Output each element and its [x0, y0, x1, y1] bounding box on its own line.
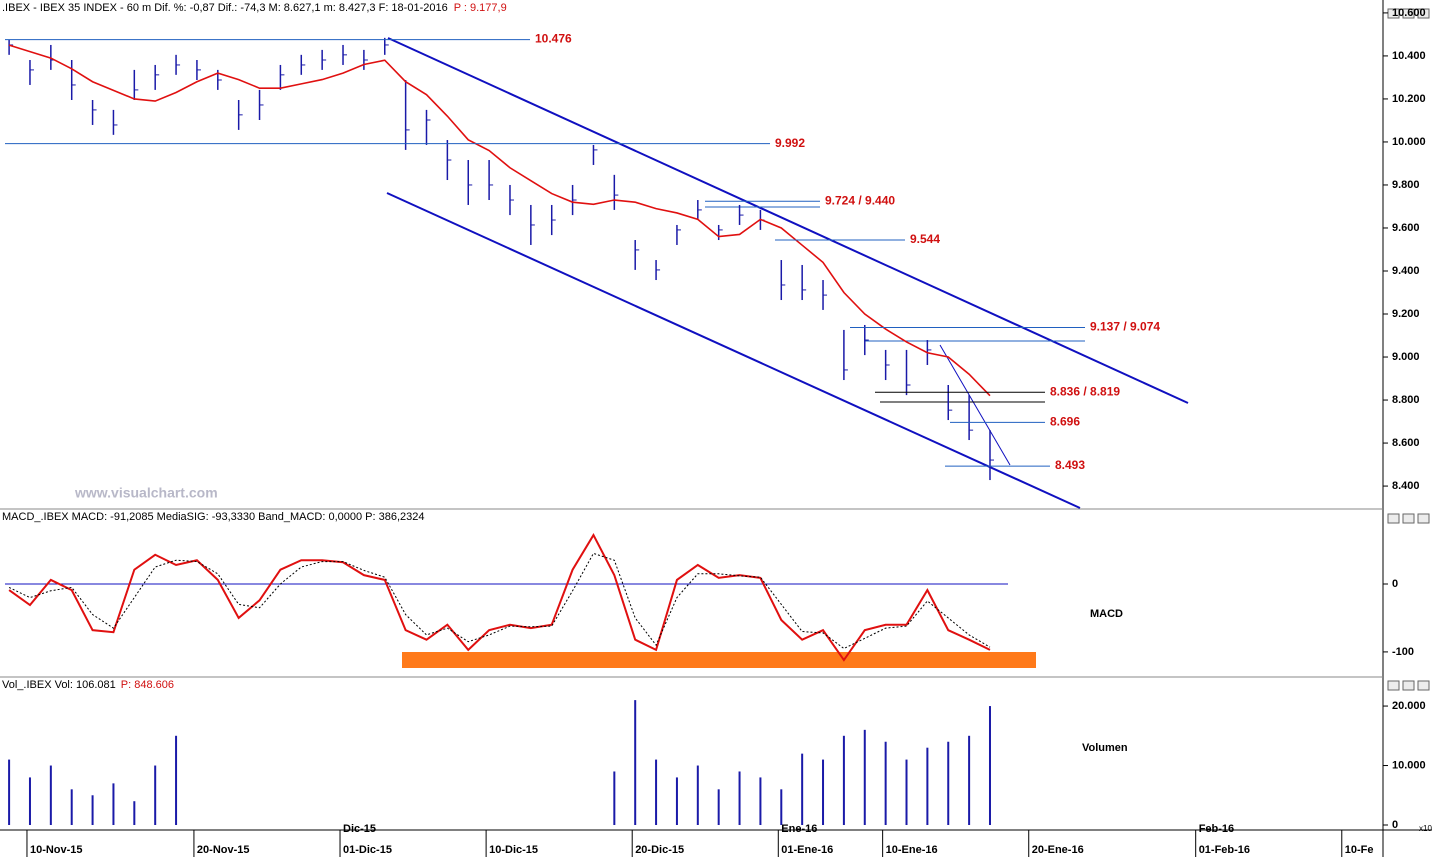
unit-note: x10 [1419, 824, 1432, 833]
button[interactable] [1402, 513, 1415, 524]
level-label: 9.137 / 9.074 [1090, 320, 1160, 334]
y-tick-label: 9.800 [1392, 179, 1420, 191]
volume-bar [738, 771, 741, 826]
y-tick-label: 10.400 [1392, 50, 1426, 62]
volume-bar [8, 759, 11, 826]
x-tick-label: 01-Ene-16 [781, 844, 833, 856]
header-last: P : 9.177,9 [454, 2, 507, 14]
highlight-band [402, 652, 1036, 668]
x-tick-label: 10-Ene-16 [886, 844, 938, 856]
x-tick-label: 01-Dic-15 [343, 844, 392, 856]
channel-line [387, 37, 1189, 404]
volume-bar [634, 700, 637, 826]
volume-bar [112, 783, 115, 826]
volume-bar [613, 771, 616, 826]
x-tick-label: 20-Nov-15 [197, 844, 250, 856]
volume-bar [49, 765, 52, 826]
macd-line [8, 552, 991, 650]
level-label: 8.493 [1055, 458, 1085, 472]
trend-line [939, 344, 1011, 466]
x-tick-label: 10-Fe [1345, 844, 1374, 856]
y-tick-label: 8.600 [1392, 437, 1420, 449]
y-tick-label: 0 [1392, 578, 1398, 590]
y-tick-label: 9.200 [1392, 308, 1420, 320]
volume-bar [905, 759, 908, 826]
y-tick-label: 8.800 [1392, 394, 1420, 406]
volume-title: Vol_.IBEX Vol: 106.081 [2, 679, 116, 691]
y-tick-label: 10.600 [1392, 7, 1426, 19]
y-tick-label: 8.400 [1392, 480, 1420, 492]
button[interactable] [1402, 8, 1415, 19]
x-tick-label: 20-Dic-15 [635, 844, 684, 856]
button[interactable] [1417, 8, 1430, 19]
moving-average [8, 44, 991, 397]
y-tick-label: 10.000 [1392, 136, 1426, 148]
macd-header: MACD_.IBEX MACD: -91,2085 MediaSIG: -93,… [2, 511, 425, 523]
month-label: Feb-16 [1199, 823, 1234, 835]
level-label: 8.836 / 8.819 [1050, 384, 1120, 398]
x-tick-label: 10-Dic-15 [489, 844, 538, 856]
volume-bar [133, 801, 136, 826]
y-tick-label: 10.200 [1392, 93, 1426, 105]
watermark: www.visualchart.com [74, 485, 218, 501]
volume-bar [884, 741, 887, 826]
volume-bar [154, 765, 157, 826]
button[interactable] [1387, 513, 1400, 524]
y-tick-label: 10.000 [1392, 759, 1426, 771]
x-tick-label: 20-Ene-16 [1032, 844, 1084, 856]
volume-bar [175, 735, 178, 826]
volume-header: Vol_.IBEX Vol: 106.081 P: 848.606 [2, 679, 174, 691]
volume-bar [801, 753, 804, 826]
button[interactable] [1417, 513, 1430, 524]
volume-bar [655, 759, 658, 826]
volume-bar [863, 729, 866, 826]
window-buttons [1387, 8, 1430, 691]
volume-bar [842, 735, 845, 826]
y-tick-label: 0 [1392, 819, 1398, 831]
volume-bar [926, 747, 929, 826]
button[interactable] [1417, 680, 1430, 691]
volume-bar [780, 789, 783, 826]
level-label: 9.724 / 9.440 [825, 193, 895, 207]
y-tick-label: 9.400 [1392, 265, 1420, 277]
volume-bar [759, 777, 762, 826]
volume-bar [28, 777, 31, 826]
x-tick-label: 10-Nov-15 [30, 844, 83, 856]
macd-label: MACD [1090, 608, 1123, 620]
volume-bar [717, 789, 720, 826]
button[interactable] [1402, 680, 1415, 691]
volume-bar [675, 777, 678, 826]
y-tick-label: 20.000 [1392, 700, 1426, 712]
header-info: .IBEX - IBEX 35 INDEX - 60 m Dif. %: -0,… [2, 2, 448, 14]
header: .IBEX - IBEX 35 INDEX - 60 m Dif. %: -0,… [2, 2, 507, 14]
volume-label: Volumen [1082, 742, 1128, 754]
y-tick-label: -100 [1392, 646, 1414, 658]
channel-line [386, 192, 1081, 509]
button[interactable] [1387, 680, 1400, 691]
volume-bar [947, 741, 950, 826]
volume-bar [822, 759, 825, 826]
volume-bar [968, 735, 971, 826]
volume-bar [988, 706, 991, 826]
volume-bar [91, 795, 94, 826]
button[interactable] [1387, 8, 1400, 19]
month-label: Ene-16 [781, 823, 817, 835]
volume-last: P: 848.606 [121, 679, 174, 691]
y-tick-label: 9.600 [1392, 222, 1420, 234]
y-tick-label: 9.000 [1392, 351, 1420, 363]
level-label: 8.696 [1050, 415, 1080, 429]
level-label: 10.476 [535, 32, 572, 46]
volume-bar [70, 789, 73, 826]
level-label: 9.544 [910, 232, 940, 246]
month-label: Dic-15 [343, 823, 376, 835]
x-tick-label: 01-Feb-16 [1199, 844, 1250, 856]
volume-bar [696, 765, 699, 826]
level-label: 9.992 [775, 136, 805, 150]
